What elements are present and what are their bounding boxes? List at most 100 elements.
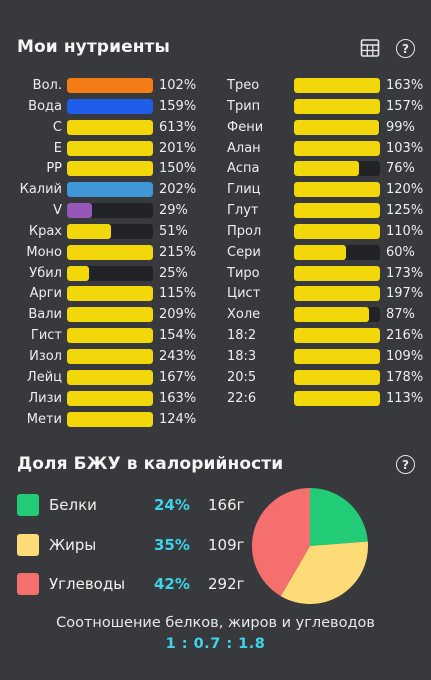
nutrient-bar-fill <box>67 98 153 114</box>
nutrient-bar-fill <box>294 98 380 114</box>
nutrient-bar <box>67 411 153 427</box>
nutrient-label: Гист <box>30 328 62 344</box>
nutrient-label: 22:6 <box>227 390 257 406</box>
nutrient-bar-fill <box>67 348 153 364</box>
nutrient-bar <box>67 265 153 281</box>
nutrient-bar-fill <box>294 161 360 177</box>
nutrient-bar-fill <box>67 140 153 156</box>
nutrient-row[interactable]: Крах 51% <box>0 222 200 243</box>
nutrient-row[interactable]: Арги 115% <box>0 284 200 305</box>
help-glyph: ? <box>402 41 409 56</box>
nutrient-row[interactable]: Вол. 102% <box>0 76 200 97</box>
nutrient-row[interactable]: Глиц 120% <box>227 180 427 201</box>
nutrient-bar-fill <box>294 369 380 385</box>
macro-name: Белки <box>49 496 97 514</box>
nutrient-label: Аспа <box>227 161 260 177</box>
nutrient-row[interactable]: Вода 159% <box>0 97 200 118</box>
nutrient-row[interactable]: Аспа 76% <box>227 159 427 180</box>
nutrient-percent: 115% <box>159 286 197 302</box>
macros-help-icon[interactable]: ? <box>396 455 415 474</box>
nutrient-row[interactable]: Калий 202% <box>0 180 200 201</box>
nutrient-bar-fill <box>294 348 380 364</box>
nutrient-bar-fill <box>294 328 380 344</box>
nutrient-label: Прол <box>227 223 262 239</box>
nutrient-bar-fill <box>294 203 380 219</box>
nutrient-percent: 178% <box>386 369 424 385</box>
nutrient-row[interactable]: E 201% <box>0 139 200 160</box>
nutrient-label: Сери <box>227 244 261 260</box>
nutrient-bar-fill <box>294 140 380 156</box>
nutrient-row[interactable]: Моно 215% <box>0 243 200 264</box>
nutrient-row[interactable]: 20:5 178% <box>227 368 427 389</box>
nutrient-label: Холе <box>227 307 261 323</box>
nutrient-row[interactable]: Вали 209% <box>0 305 200 326</box>
macro-row: Белки 24% 166г <box>17 494 257 518</box>
nutrient-row[interactable]: Алан 103% <box>227 139 427 160</box>
nutrient-row[interactable]: Сери 60% <box>227 243 427 264</box>
macro-name: Жиры <box>49 536 97 554</box>
help-icon[interactable]: ? <box>396 39 415 58</box>
nutrient-percent: 120% <box>386 182 424 198</box>
nutrient-row[interactable]: Лейц 167% <box>0 368 200 389</box>
nutrient-row[interactable]: Трео 163% <box>227 76 427 97</box>
nutrient-label: Арги <box>29 286 62 302</box>
nutrient-row[interactable]: Прол 110% <box>227 222 427 243</box>
nutrient-percent: 103% <box>386 140 424 156</box>
macro-grams: 166г <box>208 496 245 514</box>
nutrient-bar <box>67 78 153 93</box>
nutrient-bar <box>67 390 153 406</box>
nutrient-label: Глиц <box>227 182 261 198</box>
nutrient-bar <box>294 78 380 93</box>
nutrient-label: PP <box>46 161 62 177</box>
nutrient-row[interactable]: Холе 87% <box>227 305 427 326</box>
nutrient-bar <box>67 182 153 198</box>
nutrient-row[interactable]: V 29% <box>0 201 200 222</box>
pie-slice-2 <box>280 541 368 604</box>
nutrient-bar-fill <box>294 390 380 406</box>
nutrient-bar <box>294 119 380 135</box>
nutrient-label: Лейц <box>26 369 62 385</box>
nutrient-percent: 216% <box>386 328 424 344</box>
nutrients-title: Мои нутриенты <box>17 37 170 57</box>
nutrient-row[interactable]: Трип 157% <box>227 97 427 118</box>
nutrient-bar <box>67 203 153 219</box>
pie-slice-1 <box>310 488 368 546</box>
nutrient-row[interactable]: Фени 99% <box>227 118 427 139</box>
nutrient-row[interactable]: Изол 243% <box>0 347 200 368</box>
nutrient-row[interactable]: PP 150% <box>0 159 200 180</box>
nutrient-label: Трип <box>227 98 261 114</box>
nutrient-percent: 243% <box>159 348 197 364</box>
nutrient-bar-fill <box>294 223 380 239</box>
nutrient-row[interactable]: 18:3 109% <box>227 347 427 368</box>
table-icon[interactable] <box>360 38 380 58</box>
nutrient-bar <box>67 161 153 177</box>
nutrient-bar <box>294 369 380 385</box>
nutrient-row[interactable]: Цист 197% <box>227 284 427 305</box>
macro-grams: 292г <box>208 575 245 593</box>
nutrient-bar <box>67 140 153 156</box>
nutrient-label: Глут <box>227 203 259 219</box>
nutrient-percent: 99% <box>386 119 415 135</box>
nutrient-label: 18:3 <box>227 348 257 364</box>
nutrient-label: Вода <box>28 98 62 114</box>
nutrient-row[interactable]: C 613% <box>0 118 200 139</box>
nutrient-label: 18:2 <box>227 328 257 344</box>
nutrient-row[interactable]: Лизи 163% <box>0 389 200 410</box>
nutrient-row[interactable]: Глут 125% <box>227 201 427 222</box>
nutrient-bar-fill <box>67 286 153 302</box>
nutrient-row[interactable]: Убил 25% <box>0 264 200 285</box>
macro-row: Углеводы 42% 292г <box>17 573 257 597</box>
nutrient-bar <box>294 203 380 219</box>
nutrient-bar-fill <box>294 78 380 93</box>
nutrient-bar <box>67 369 153 385</box>
nutrient-row[interactable]: 22:6 113% <box>227 389 427 410</box>
nutrient-row[interactable]: Мети 124% <box>0 410 200 431</box>
nutrient-percent: 163% <box>386 78 424 93</box>
nutrient-bar <box>294 390 380 406</box>
nutrient-row[interactable]: 18:2 216% <box>227 326 427 347</box>
nutrient-percent: 87% <box>386 307 415 323</box>
nutrient-row[interactable]: Тиро 173% <box>227 264 427 285</box>
nutrient-bar <box>294 223 380 239</box>
nutrient-row[interactable]: Гист 154% <box>0 326 200 347</box>
nutrient-percent: 125% <box>386 203 424 219</box>
